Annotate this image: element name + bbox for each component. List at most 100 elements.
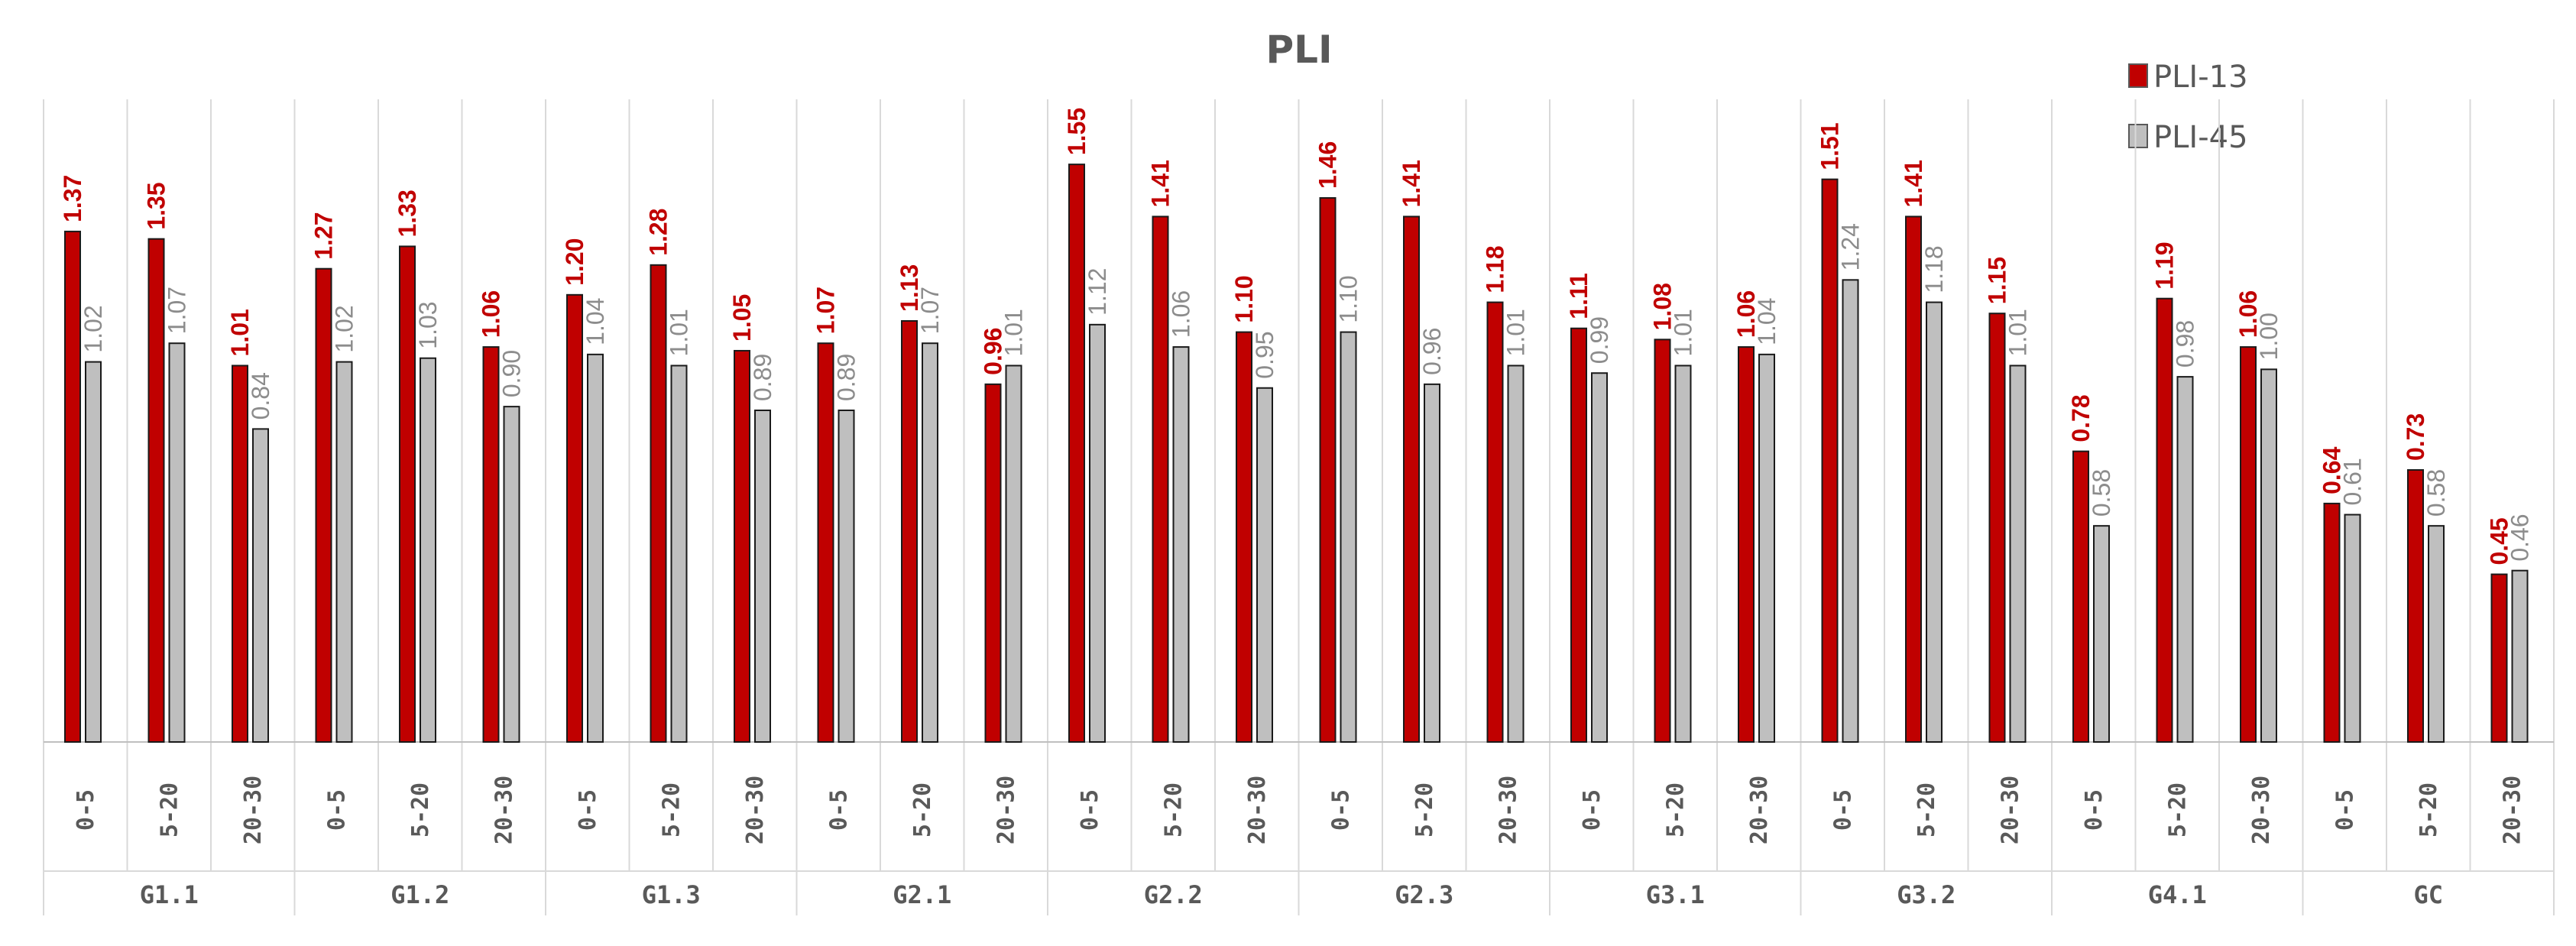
bar-pli-13 [984,383,1002,743]
data-label-pli-13: 1.37 [59,175,86,222]
data-label-pli-13: 1.18 [1482,245,1509,293]
group-tick-label: G1.3 [642,880,701,909]
bar-pli-45 [1926,301,1943,743]
depth-tick-label: 5-20 [1913,782,1940,837]
bar-pli-45 [1424,383,1440,743]
data-label-pli-13: 1.07 [812,287,840,334]
data-label-pli-45: 1.04 [1753,298,1781,345]
bar-pli-45 [1089,323,1106,744]
bar-pli-45 [1591,372,1608,743]
depth-tick-label: 0-5 [323,789,350,831]
bar-pli-13 [1821,178,1839,743]
depth-tick-label: 20-30 [742,776,769,844]
bar-pli-45 [1674,364,1692,743]
chart-title: PLI [1265,28,1332,72]
bar-pli-45 [1758,353,1775,743]
bar-pli-13 [1236,331,1252,743]
depth-tick-label: 0-5 [1829,789,1856,831]
legend-swatch-pli-13 [2128,63,2148,88]
data-label-pli-45: 0.89 [749,354,776,401]
bar-pli-45 [168,342,186,743]
data-label-pli-13: 1.13 [896,264,923,312]
bar-pli-13 [2072,450,2089,744]
bar-pli-13 [1068,164,1085,744]
axes [43,99,2555,915]
data-label-pli-45: 1.18 [1920,245,1948,293]
depth-tick-label: 5-20 [909,782,936,837]
data-label-pli-45: 0.89 [833,354,860,401]
data-label-pli-13: 1.51 [1816,122,1844,170]
depth-tick-label: 0-5 [2331,789,2358,831]
data-label-pli-13: 0.78 [2067,394,2095,442]
data-label-pli-45: 1.06 [1168,290,1195,338]
legend-swatch-pli-45 [2128,124,2148,148]
bar-pli-13 [399,245,416,744]
bar-pli-45 [1842,279,1859,744]
data-label-pli-45: 0.61 [2339,458,2367,505]
data-label-pli-45: 0.99 [1586,316,1613,364]
bar-pli-13 [2240,346,2257,743]
bar-pli-45 [503,406,520,744]
bar-pli-13 [315,267,332,743]
bar-pli-13 [1905,215,1922,743]
data-label-pli-45: 1.01 [1502,309,1530,356]
data-label-pli-13: 1.05 [728,294,756,342]
data-label-pli-45: 0.84 [247,372,274,420]
data-label-pli-45: 1.12 [1084,268,1111,316]
group-tick-label: G2.2 [1144,880,1203,909]
data-label-pli-13: 0.96 [980,328,1007,375]
bar-pli-13 [566,293,583,743]
group-tick-label: G2.1 [893,880,951,909]
depth-tick-label: 20-30 [993,776,1019,844]
bar-pli-13 [2407,469,2424,743]
depth-tick-label: 20-30 [240,776,267,844]
data-label-pli-45: 1.07 [164,287,191,334]
depth-tick-label: 0-5 [825,789,852,831]
depth-tick-label: 20-30 [1746,776,1773,844]
group-tick-label: G3.2 [1897,880,1955,909]
data-label-pli-13: 1.41 [1147,160,1175,207]
bar-pli-45 [252,428,269,743]
data-label-pli-13: 1.19 [2151,241,2179,289]
depth-tick-label: 20-30 [491,776,517,844]
bar-pli-13 [2323,502,2341,743]
data-label-pli-13: 0.73 [2402,413,2429,461]
data-label-pli-13: 1.01 [226,309,254,356]
bar-pli-45 [2428,525,2445,744]
depth-tick-label: 5-20 [407,782,434,837]
data-label-pli-45: 0.98 [2172,320,2199,368]
bar-pli-13 [232,364,248,743]
bar-pli-45 [2009,364,2027,743]
data-label-pli-13: 1.33 [394,190,421,237]
depth-tick-label: 20-30 [1997,776,2024,844]
data-label-pli-13: 1.46 [1314,141,1342,189]
data-label-pli-13: 1.11 [1565,273,1593,319]
depth-tick-label: 5-20 [658,782,685,837]
data-label-pli-13: 1.10 [1230,275,1258,322]
bar-pli-45 [1340,331,1357,743]
bar-pli-13 [64,230,81,743]
data-label-pli-45: 0.90 [498,350,526,397]
depth-tick-label: 20-30 [2248,776,2275,844]
group-tick-label: G4.1 [2148,880,2207,909]
data-label-pli-45: 1.02 [79,305,107,352]
bar-pli-45 [754,409,771,744]
depth-tick-label: 5-20 [1160,782,1187,837]
bar-pli-13 [1403,215,1420,743]
bar-pli-45 [1507,364,1525,743]
depth-tick-label: 5-20 [156,782,183,837]
bar-pli-13 [1570,327,1587,743]
bar-pli-13 [734,349,750,743]
bar-pli-45 [2511,569,2529,744]
data-label-pli-45: 1.10 [1335,275,1363,322]
data-label-pli-13: 1.41 [1900,160,1927,207]
bar-pli-13 [1486,301,1504,743]
bar-pli-45 [2344,513,2361,743]
depth-tick-label: 5-20 [1411,782,1438,837]
legend: PLI-13 PLI-45 [2128,60,2248,155]
data-label-pli-45: 0.58 [2088,469,2115,517]
bar-pli-13 [1988,313,2006,743]
depth-tick-label: 0-5 [1327,789,1354,831]
